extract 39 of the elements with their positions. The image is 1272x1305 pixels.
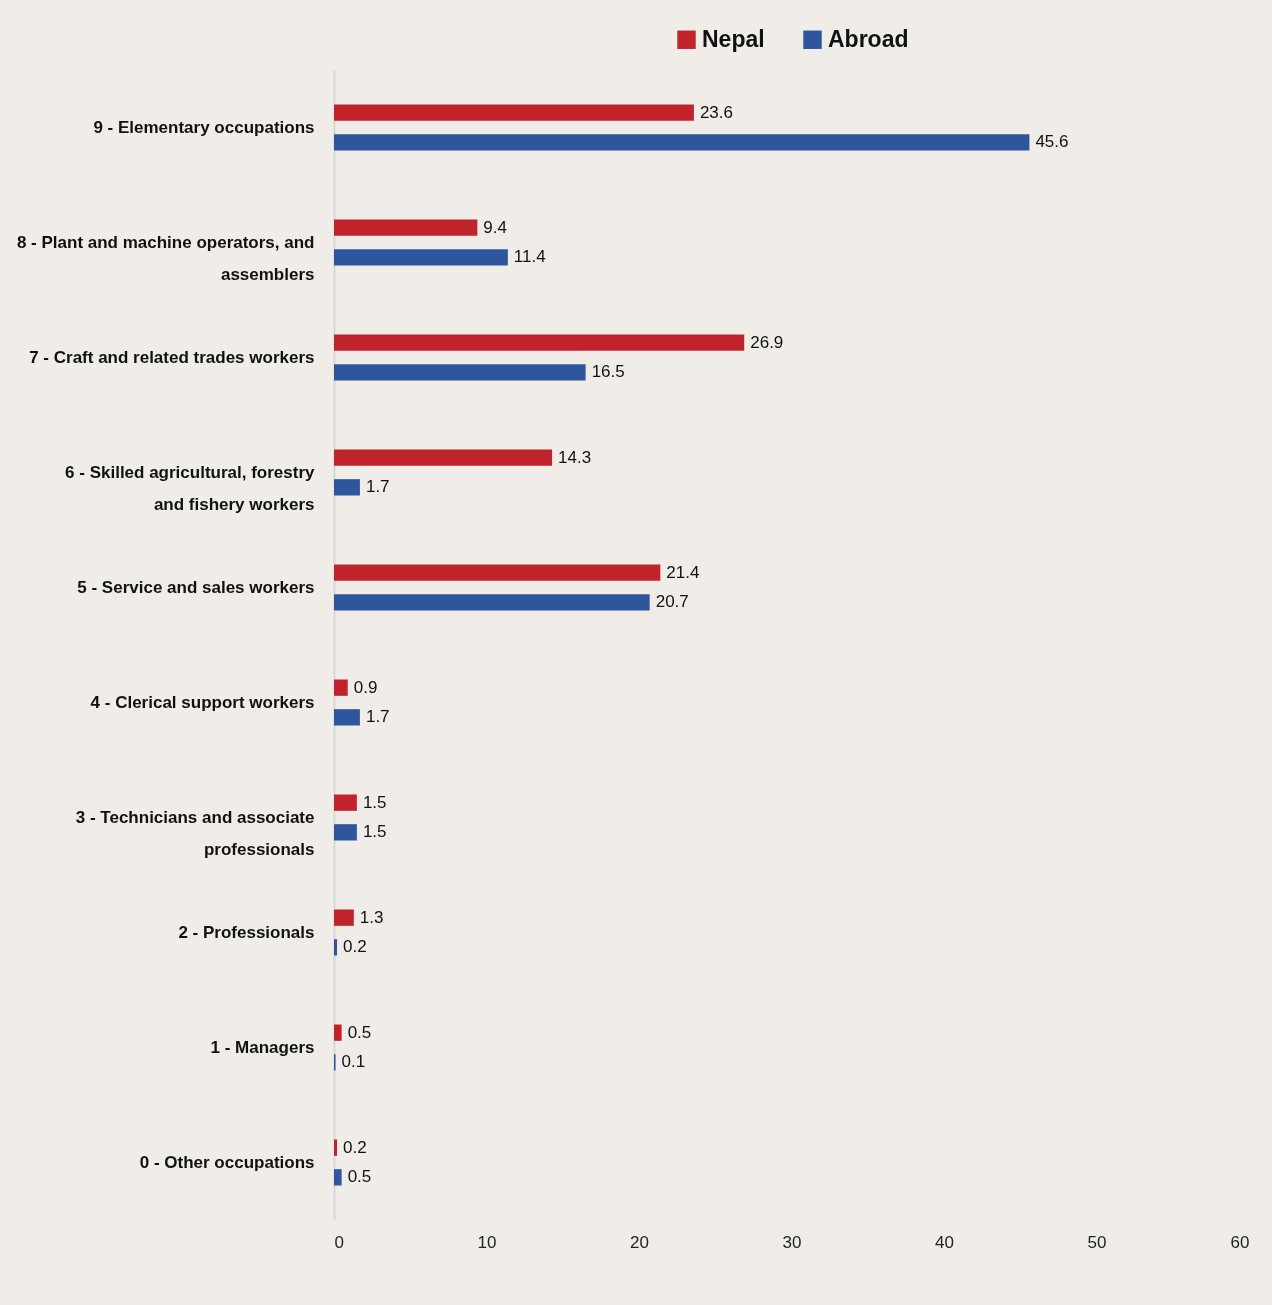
x-tick-label: 30 bbox=[782, 1232, 802, 1252]
data-label: 1.5 bbox=[362, 792, 387, 812]
y-tick-label: 3 - Technicians and associate professionals bbox=[75, 807, 315, 859]
data-label: 1.3 bbox=[359, 907, 384, 927]
data-label: 0.2 bbox=[343, 937, 367, 957]
data-label: 11.4 bbox=[513, 247, 546, 267]
y-tick-label: 7 - Craft and related trades workers bbox=[29, 347, 315, 367]
x-tick-label: 50 bbox=[1087, 1232, 1107, 1252]
x-tick-label: 40 bbox=[935, 1232, 954, 1252]
data-label: 1.7 bbox=[365, 707, 390, 727]
legend-label: Abroad bbox=[828, 25, 909, 52]
data-label: 23.6 bbox=[699, 102, 733, 122]
y-tick-label: 0 - Other occupations bbox=[139, 1152, 315, 1172]
y-tick-label: 2 - Professionals bbox=[178, 922, 315, 942]
data-label: 16.5 bbox=[591, 362, 625, 382]
data-label: 0.5 bbox=[347, 1167, 372, 1187]
data-label: 45.6 bbox=[1035, 132, 1069, 152]
data-label: 0.9 bbox=[353, 677, 378, 697]
y-tick-label: 1 - Managers bbox=[210, 1037, 315, 1057]
x-tick-label: 10 bbox=[477, 1232, 497, 1252]
y-tick-label: 5 - Service and sales workers bbox=[77, 577, 315, 597]
data-label: 0.2 bbox=[343, 1137, 367, 1157]
x-tick-label: 0 bbox=[334, 1232, 344, 1252]
data-label: 26.9 bbox=[750, 332, 784, 352]
x-tick-label: 20 bbox=[630, 1232, 649, 1252]
data-label: 0.5 bbox=[347, 1022, 372, 1042]
y-tick-label: 9 - Elementary occupations bbox=[93, 117, 315, 137]
data-label: 1.7 bbox=[365, 477, 390, 497]
data-label: 20.7 bbox=[655, 592, 689, 612]
data-label: 1.5 bbox=[362, 822, 387, 842]
data-label: 14.3 bbox=[558, 447, 592, 467]
legend-label: Nepal bbox=[702, 25, 765, 52]
x-tick-label: 60 bbox=[1230, 1232, 1250, 1252]
data-label: 21.4 bbox=[666, 562, 700, 582]
data-label: 9.4 bbox=[483, 217, 507, 237]
y-tick-label: 8 - Plant and machine operators, and assemblers bbox=[16, 232, 315, 284]
y-tick-label: 6 - Skilled agricultural, forestry and fishery workers bbox=[65, 462, 316, 514]
data-label: 0.1 bbox=[341, 1052, 366, 1072]
y-tick-label: 4 - Clerical support workers bbox=[90, 692, 315, 712]
